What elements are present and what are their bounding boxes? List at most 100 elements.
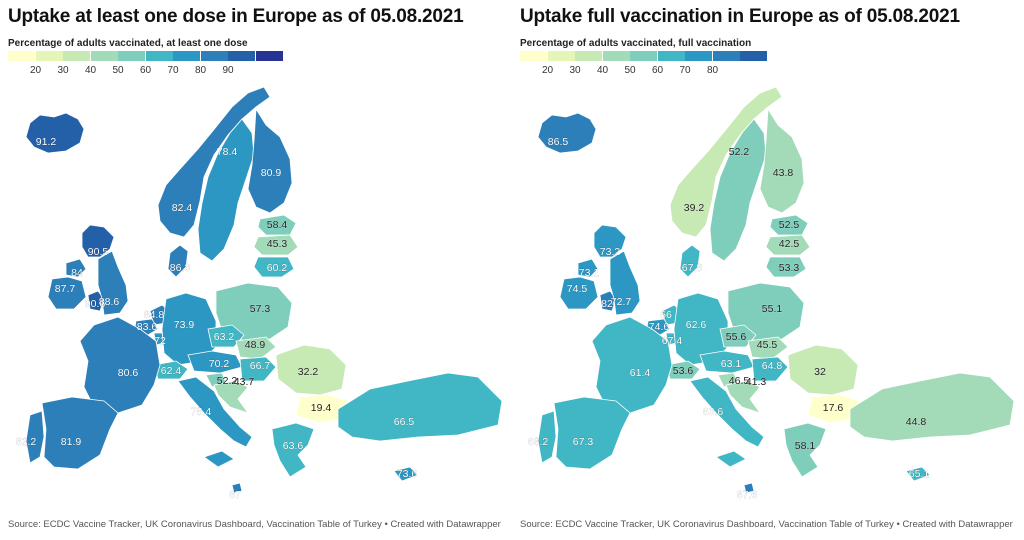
value-label: 86.5: [548, 136, 569, 148]
country-denmark[interactable]: [167, 244, 189, 278]
country-switzerland[interactable]: [153, 360, 189, 380]
country-malta[interactable]: [743, 482, 755, 494]
country-italy[interactable]: [689, 376, 765, 468]
legend-tick-label: 50: [624, 65, 636, 76]
country-turkey[interactable]: [337, 372, 503, 442]
country-lithuania[interactable]: [765, 256, 807, 278]
country-scotland[interactable]: [81, 224, 115, 258]
country-romania[interactable]: [275, 344, 347, 396]
value-label: 41.3: [746, 376, 767, 388]
country-wales[interactable]: [599, 290, 617, 312]
legend-tick-label: 40: [84, 65, 97, 76]
value-label: 52.2: [729, 146, 750, 158]
value-label: 80.6: [118, 367, 139, 379]
value-label: 67.3: [573, 436, 594, 448]
source-note: Source: ECDC Vaccine Tracker, UK Coronav…: [520, 519, 1013, 530]
value-label: 63.2: [214, 331, 235, 343]
value-label: 52.5: [779, 219, 800, 231]
country-greece[interactable]: [271, 422, 315, 478]
source-note: Source: ECDC Vaccine Tracker, UK Coronav…: [8, 519, 501, 530]
legend-swatch: [200, 51, 228, 61]
country-england[interactable]: [609, 250, 641, 316]
country-cyprus[interactable]: [393, 466, 419, 482]
country-latvia[interactable]: [765, 234, 811, 256]
value-label: 43.8: [773, 167, 794, 179]
country-spain[interactable]: [41, 396, 119, 470]
choropleth-map-svg: 86.5 39.2 52.2 43.8 52.5 42.5 53.3 67.8 73.273.1…: [528, 86, 1015, 501]
value-label: 74.5: [567, 283, 588, 295]
country-slovakia[interactable]: [235, 336, 277, 360]
country-romania[interactable]: [787, 344, 859, 396]
legend-swatch: [712, 51, 740, 61]
legend-tick-label: 90: [222, 65, 234, 76]
value-label: 87.7: [55, 283, 76, 295]
legend-swatch: [630, 51, 657, 61]
country-northern-ireland[interactable]: [577, 258, 599, 278]
country-ireland[interactable]: [559, 276, 599, 310]
country-france[interactable]: [79, 316, 161, 414]
country-finland[interactable]: [759, 107, 805, 214]
country-spain[interactable]: [553, 396, 631, 470]
country-greece[interactable]: [783, 422, 827, 478]
legend-swatch: [118, 51, 145, 61]
country-ireland[interactable]: [47, 276, 87, 310]
legend-tick-label: 40: [596, 65, 609, 76]
country-cyprus[interactable]: [905, 466, 931, 482]
country-sweden[interactable]: [197, 118, 255, 262]
country-iceland[interactable]: [25, 112, 85, 154]
legend-swatch: [63, 51, 90, 61]
value-label: 74.6: [649, 321, 670, 333]
map-panel-one-dose: Uptake at least one dose in Europe as of…: [8, 0, 508, 540]
country-portugal[interactable]: [537, 410, 557, 464]
country-norway[interactable]: [157, 86, 271, 238]
value-label: 91.2: [36, 136, 57, 148]
legend-tick-label: 70: [167, 65, 179, 76]
legend-swatch: [685, 51, 712, 61]
value-label: 60.2: [267, 262, 288, 274]
country-lithuania[interactable]: [253, 256, 295, 278]
country-scotland[interactable]: [593, 224, 627, 258]
country-iceland[interactable]: [537, 112, 597, 154]
country-sweden[interactable]: [709, 118, 767, 262]
country-hungary[interactable]: [239, 356, 277, 382]
country-wales[interactable]: [87, 290, 105, 312]
value-label: 84.8: [144, 309, 165, 321]
country-portugal[interactable]: [25, 410, 45, 464]
country-croatia[interactable]: [213, 380, 250, 414]
country-switzerland[interactable]: [665, 360, 701, 380]
legend-swatch: [520, 51, 547, 61]
legend-swatch: [8, 51, 35, 61]
country-croatia[interactable]: [725, 380, 762, 414]
value-label: 70.2: [209, 358, 230, 370]
value-label: 86.3: [170, 262, 191, 274]
country-finland[interactable]: [247, 107, 293, 214]
country-latvia[interactable]: [253, 234, 299, 256]
country-slovakia[interactable]: [747, 336, 789, 360]
country-malta[interactable]: [231, 482, 243, 494]
country-france[interactable]: [591, 316, 673, 414]
value-label: 90.5: [88, 246, 109, 258]
country-hungary[interactable]: [751, 356, 789, 382]
legend-swatch: [35, 51, 63, 61]
map-panel-full-vaccination: Uptake full vaccination in Europe as of …: [520, 0, 1020, 540]
value-label: 66.7: [250, 360, 271, 372]
legend-swatch: [90, 51, 118, 61]
value-label: 43.7: [234, 376, 255, 388]
country-italy[interactable]: [177, 376, 253, 468]
value-label: 73.1: [579, 267, 600, 279]
value-label: 45.3: [267, 238, 288, 250]
country-norway[interactable]: [669, 86, 783, 238]
country-england[interactable]: [97, 250, 129, 316]
country-denmark[interactable]: [679, 244, 701, 278]
value-label: 46.5: [729, 375, 750, 387]
value-label: 75.4: [191, 406, 212, 418]
country-poland[interactable]: [727, 282, 805, 342]
legend-swatch: [575, 51, 602, 61]
value-label: 87.6: [737, 489, 758, 501]
country-poland[interactable]: [215, 282, 293, 342]
value-label: 83.6: [137, 321, 158, 333]
value-label: 55.1: [762, 303, 783, 315]
country-northern-ireland[interactable]: [65, 258, 87, 278]
country-turkey[interactable]: [849, 372, 1015, 442]
legend-subtitle: Percentage of adults vaccinated, full va…: [520, 38, 752, 49]
